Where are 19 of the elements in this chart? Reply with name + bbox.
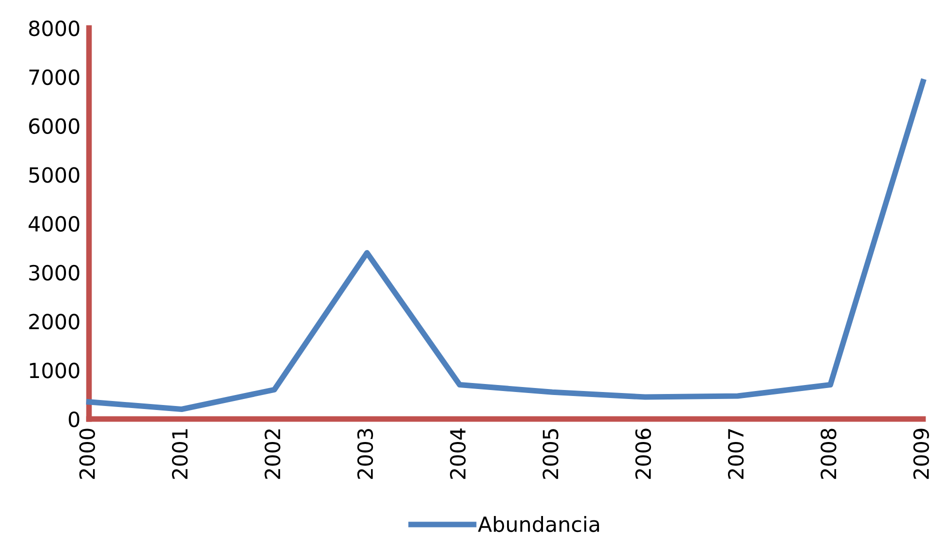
y-tick-label: 4000 [28,216,80,232]
legend-label: Abundancia [478,516,599,532]
x-tick-label: 2003 [357,429,374,479]
x-tick-label: 2006 [635,428,652,479]
y-tick-label: 6000 [29,118,80,134]
y-tick-label: 7000 [29,69,80,86]
y-tick-label: 5000 [29,167,80,183]
x-tick-label: 2001 [172,429,188,479]
x-tick-label: 2008 [820,428,836,479]
x-tick-label: 2002 [264,429,280,479]
y-tick-label: 0 [68,411,80,428]
y-tick-label: 1000 [30,362,80,378]
y-tick-label: 8000 [29,20,80,36]
x-tick-label: 2009 [913,428,930,479]
y-tick-label: 2000 [29,314,80,330]
x-tick-label: 2007 [728,429,744,479]
y-tick-label: 3000 [29,264,80,281]
x-tick-label: 2005 [542,429,558,479]
x-tick-label: 2004 [450,428,466,479]
